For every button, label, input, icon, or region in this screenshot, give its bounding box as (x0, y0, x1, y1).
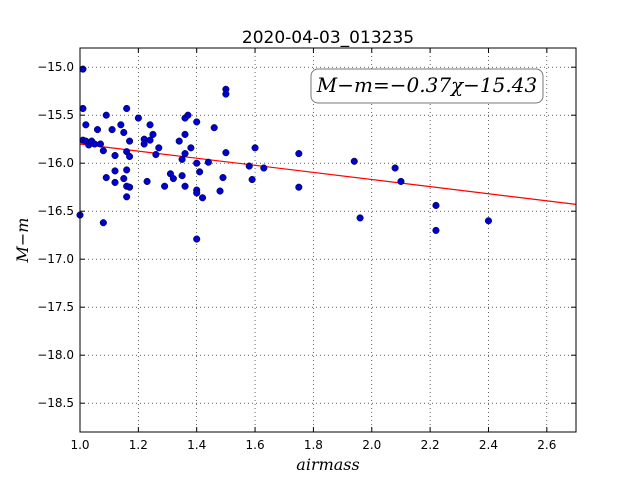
data-point (169, 175, 177, 183)
x-tick-label: 1.6 (246, 438, 265, 452)
data-point (397, 177, 405, 185)
data-point (82, 121, 90, 129)
axis-ticks: 1.0 1.2 1.4 1.6 1.8 2.0 2.2 2.4 2.6 −15.0 −15.5 −16… (37, 48, 576, 452)
data-point (245, 162, 253, 170)
data-point (248, 175, 256, 184)
x-tick-label: 2.4 (479, 438, 498, 452)
data-point (222, 90, 230, 98)
data-point (117, 121, 125, 129)
y-tick-label: −15.5 (37, 108, 74, 122)
data-point (350, 157, 358, 165)
data-point (134, 114, 142, 122)
data-point (260, 164, 268, 172)
data-point (120, 128, 128, 137)
data-point (178, 172, 186, 180)
data-point (175, 137, 183, 145)
data-point (99, 219, 107, 227)
data-point (219, 174, 227, 182)
data-point (152, 151, 160, 159)
data-point (178, 155, 186, 163)
data-point (210, 124, 218, 132)
y-tick-label: −17.5 (37, 300, 74, 314)
fit-annotation: M−m=−0.37χ−15.43 (310, 68, 544, 104)
data-point (99, 147, 107, 155)
fit-line (79, 143, 577, 205)
data-point (140, 140, 148, 148)
fit-equation: M−m=−0.37χ−15.43 (316, 73, 537, 97)
x-tick-label: 1.2 (129, 438, 148, 452)
y-tick-label: −18.5 (37, 396, 74, 410)
data-point (123, 104, 131, 113)
data-point (126, 137, 134, 145)
data-point (432, 226, 440, 234)
x-tick-label: 2.0 (362, 438, 381, 452)
data-point (111, 151, 119, 160)
data-point (93, 126, 102, 134)
data-point (126, 183, 134, 191)
y-tick-label: −16.0 (37, 156, 74, 170)
data-point (146, 136, 154, 144)
data-point (111, 178, 119, 186)
data-point (123, 193, 131, 201)
y-tick-label: −16.5 (37, 204, 74, 218)
data-point (222, 149, 230, 157)
x-tick-label: 2.6 (537, 438, 556, 452)
data-point (181, 130, 189, 138)
y-tick-label: −18.0 (37, 348, 74, 362)
data-point (193, 235, 201, 243)
data-point (196, 168, 204, 176)
data-point (108, 126, 116, 134)
y-axis-label: M−m (13, 218, 32, 264)
data-point (216, 187, 224, 195)
data-point (120, 175, 128, 183)
data-point (251, 144, 259, 152)
data-point (96, 140, 104, 148)
x-tick-label: 2.2 (421, 438, 440, 452)
data-point (295, 150, 303, 158)
y-tick-label: −15.0 (37, 60, 74, 74)
data-point (102, 174, 110, 182)
data-point (193, 189, 201, 197)
data-point (149, 130, 157, 138)
x-tick-label: 1.0 (70, 438, 89, 452)
data-point (432, 201, 440, 209)
data-point (187, 144, 195, 152)
annotation-box (310, 68, 544, 104)
data-point (184, 111, 192, 119)
data-points (76, 65, 493, 243)
data-point (155, 144, 163, 152)
data-point (111, 167, 119, 175)
data-point (193, 159, 201, 167)
data-point (391, 164, 399, 172)
data-point (161, 182, 169, 190)
data-point (204, 158, 212, 166)
data-point (123, 166, 131, 174)
x-tick-label: 1.8 (304, 438, 323, 452)
data-point (79, 104, 87, 113)
data-point (181, 182, 189, 190)
data-point (295, 183, 303, 191)
fit-line-group (79, 143, 577, 205)
data-point (126, 152, 134, 161)
data-point (146, 121, 154, 129)
data-point (484, 217, 493, 225)
data-point (143, 177, 151, 185)
data-point (181, 150, 189, 158)
axes-frame (79, 47, 577, 433)
data-point (356, 214, 364, 222)
data-point (102, 111, 110, 119)
data-point (193, 118, 201, 126)
data-point (198, 194, 207, 202)
x-tick-label: 1.4 (187, 438, 206, 452)
plot-frame (79, 47, 577, 433)
x-axis-label: airmass (296, 455, 359, 474)
y-tick-label: −17.0 (37, 252, 74, 266)
chart-title: 2020-04-03_013235 (242, 28, 414, 48)
